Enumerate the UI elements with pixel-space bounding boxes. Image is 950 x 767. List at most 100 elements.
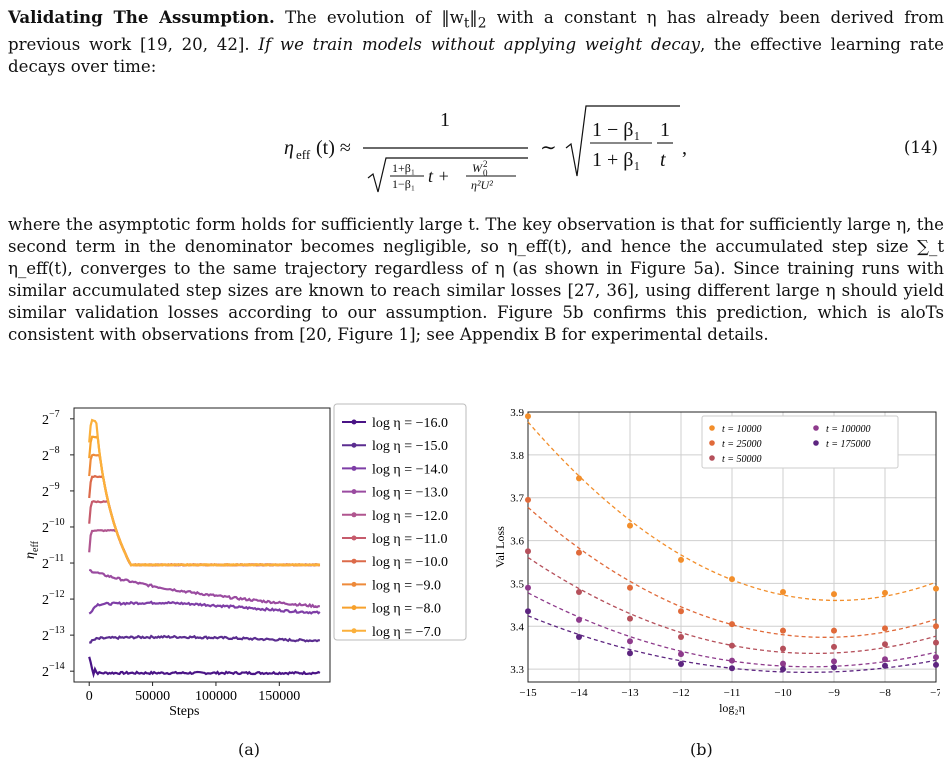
fit-curve-3 (527, 592, 937, 668)
fit-curve-2 (527, 556, 937, 655)
data-point (933, 585, 939, 592)
data-point (780, 589, 786, 595)
x-tick-label: 0 (86, 689, 93, 704)
legend-label: log η = −16.0 (372, 416, 448, 431)
paragraph-observation: where the asymptotic form holds for suff… (8, 215, 944, 344)
legend-marker (709, 425, 715, 431)
y-axis-label: Val Loss (493, 526, 507, 568)
legend-marker (351, 419, 357, 425)
data-point (678, 608, 684, 615)
fit-curve-1 (527, 506, 937, 638)
figure-a-chart: 0 50000 100000 150000 2−14 2−13 2−12 2−11 2−10 2−… (23, 403, 467, 719)
legend-box (333, 403, 467, 641)
y-tick-label: 3.9 (510, 407, 524, 419)
y-tick-label: 3.6 (510, 536, 524, 548)
x-axis-label: log₂η (719, 701, 745, 715)
legend-label: log η = −12.0 (372, 509, 448, 524)
data-point (678, 634, 684, 640)
data-point (882, 589, 888, 596)
y-tick-label: 2−8 (42, 445, 60, 464)
x-tick-label: −10 (774, 687, 792, 699)
data-point (780, 666, 786, 673)
data-point (576, 475, 582, 482)
data-point (729, 576, 735, 583)
y-tick-label: 3.4 (510, 621, 524, 633)
y-tick-label: 3.8 (510, 450, 524, 462)
series-line-3 (88, 568, 320, 609)
data-point (576, 616, 582, 623)
data-point (627, 522, 633, 529)
y-tick-label: 2−11 (42, 553, 64, 572)
legend-label: log η = −7.0 (372, 625, 441, 640)
data-point (576, 634, 582, 640)
legend-marker (351, 558, 357, 564)
data-point (780, 645, 786, 652)
text-segment: with a constant η has already been deriv… (8, 8, 944, 55)
x-tick-label: −9 (828, 687, 840, 699)
data-point (831, 591, 837, 598)
eq-den-w-sup: 2 (483, 159, 488, 169)
y-axis-label: ηeff (23, 540, 41, 559)
legend-label: log η = −11.0 (372, 532, 447, 547)
legend-label: t = 10000 (722, 424, 762, 435)
series-line-1 (89, 634, 320, 644)
data-point (933, 623, 939, 630)
legend-label: t = 100000 (826, 424, 871, 435)
figure-b-chart: −15 −14 −13 −12 −11 −10 −9 −8 −7 3.3 3.4 3.5 3.6 3.7 3… (493, 407, 940, 715)
legend-label: log η = −10.0 (372, 555, 448, 570)
legend-marker (351, 489, 357, 495)
y-tick-label: 3.5 (510, 578, 524, 590)
data-point (525, 584, 531, 591)
data-point (933, 661, 939, 668)
legend-marker (351, 512, 357, 518)
data-point (780, 627, 786, 634)
data-point (576, 589, 582, 595)
data-point (882, 662, 888, 669)
eq-comma: , (682, 137, 687, 159)
legend-label: log η = −14.0 (372, 462, 448, 477)
x-tick-label: −7 (930, 687, 940, 699)
legend-marker (351, 605, 357, 611)
legend-label: t = 175000 (826, 439, 871, 450)
y-tick-label: 2−14 (42, 661, 65, 680)
text-segment: The evolution of ‖w (274, 8, 464, 27)
data-point (525, 496, 531, 503)
data-point (831, 627, 837, 634)
data-point (678, 556, 684, 563)
equation-14: η eff (t) ≈ 1 1+β₁ 1−β₁ t + W 0 2 η²U² ∼… (284, 105, 687, 193)
legend-marker (351, 581, 357, 587)
data-point (525, 413, 531, 420)
data-point (831, 664, 837, 671)
y-tick-label: 3.3 (510, 664, 524, 676)
legend-label: log η = −8.0 (372, 602, 441, 617)
legend-marker (351, 442, 357, 448)
caption-b: (b) (690, 740, 713, 759)
plot-frame (527, 411, 937, 683)
x-tick-label: −15 (519, 687, 537, 699)
eq-rhs-t: t (660, 149, 666, 171)
data-point (882, 641, 888, 648)
data-point (831, 643, 837, 650)
legend-marker (813, 440, 819, 446)
legend-marker (813, 425, 819, 431)
eq-sim: ∼ (540, 137, 557, 159)
eq-rhs-num: 1 − β₁ (592, 119, 640, 141)
data-point (678, 651, 684, 658)
eq-lhs-sub: eff (296, 147, 311, 162)
eq-lhs-arg: (t) ≈ (316, 137, 351, 159)
legend-label: log η = −13.0 (372, 486, 448, 501)
x-axis-label: Steps (169, 704, 199, 719)
data-point (627, 638, 633, 645)
data-point (576, 549, 582, 556)
data-point (525, 608, 531, 615)
eq-den-frac-den: 1−β₁ (392, 177, 415, 191)
plot-frame (73, 407, 331, 683)
data-point (678, 661, 684, 667)
eq-den-frac-num: 1+β₁ (392, 161, 415, 175)
data-point (729, 665, 735, 672)
data-point (933, 654, 939, 661)
legend-marker (709, 455, 715, 461)
eq-den-w-den: η²U² (471, 178, 493, 192)
eq-numerator: 1 (440, 109, 450, 131)
y-tick-label: 2−9 (42, 481, 60, 500)
